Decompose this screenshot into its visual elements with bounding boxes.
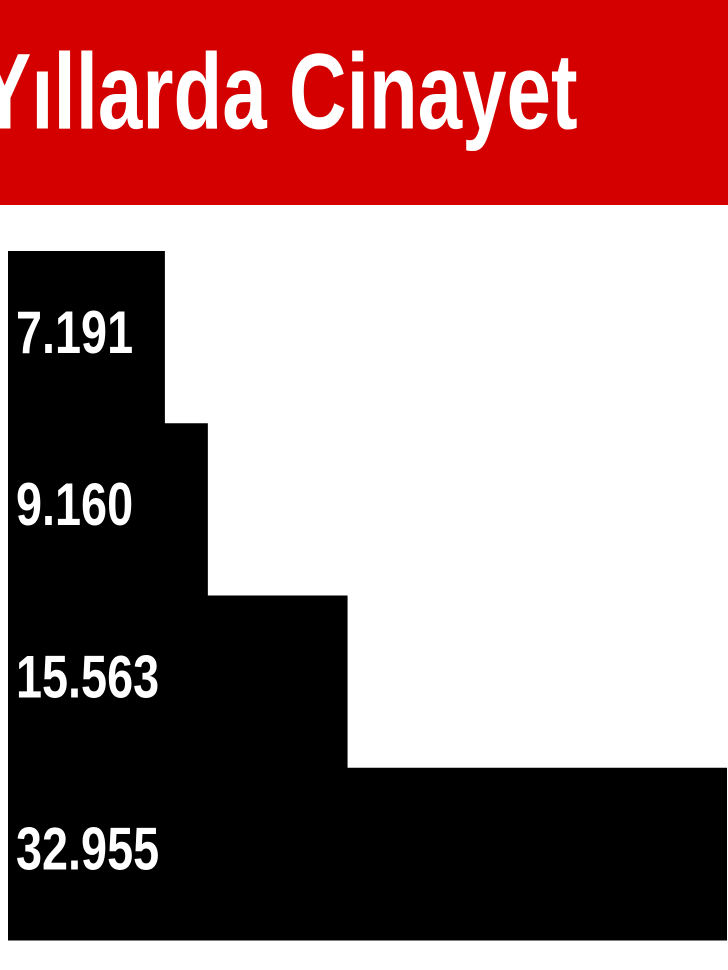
value-label: 7.191 <box>16 299 133 366</box>
value-label: 9.160 <box>16 472 133 539</box>
bar <box>8 251 165 424</box>
chart-title: Yıllarda Cinayet <box>0 32 578 153</box>
value-label: 15.563 <box>16 644 159 711</box>
bar <box>8 767 728 941</box>
value-label: 32.955 <box>16 816 159 883</box>
bar <box>8 595 348 769</box>
title-band <box>0 0 728 205</box>
bar <box>8 423 208 596</box>
